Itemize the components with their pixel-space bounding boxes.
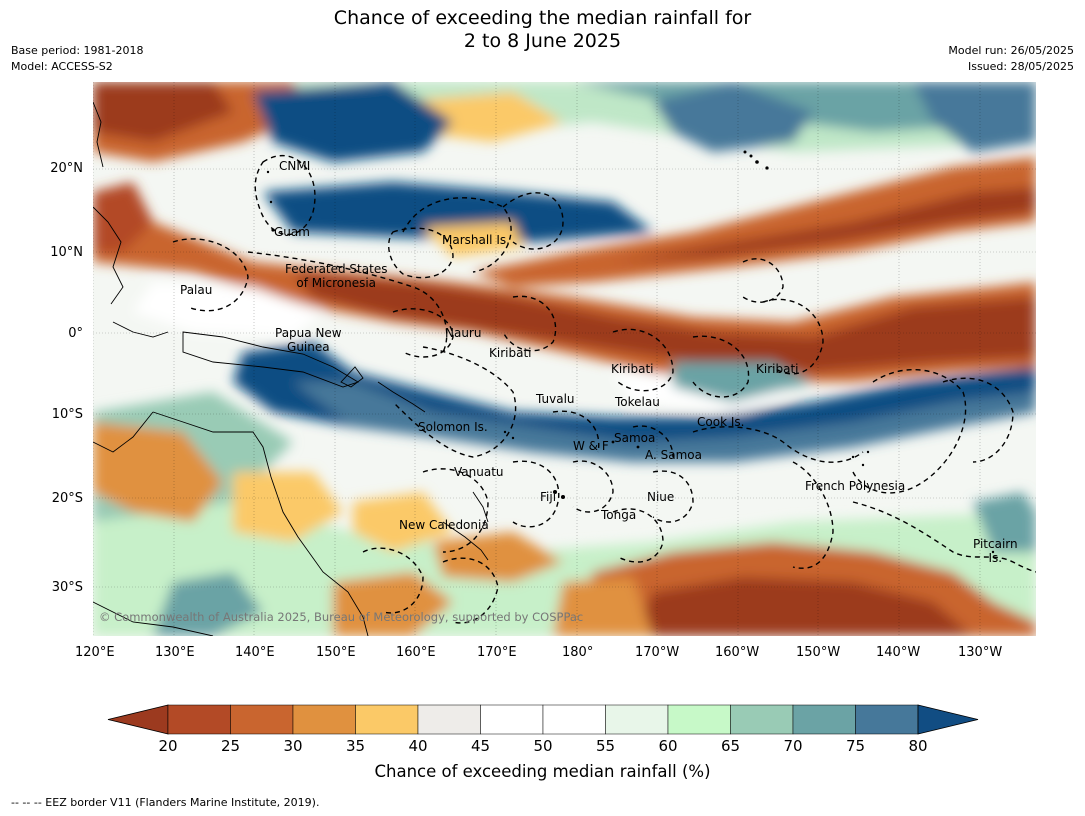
colorbar-tick-label: 20 [158, 737, 178, 755]
lat-tick-10s: 10°S [51, 407, 83, 422]
label-png: Papua New Guinea [275, 326, 342, 354]
colorbar-tick-label: 35 [345, 737, 366, 755]
lon-tick-160w: 160°W [715, 645, 760, 660]
rainfall-field [93, 82, 1036, 636]
coastlines [93, 101, 489, 636]
colorbar-tick-label: 65 [720, 737, 741, 755]
map-title-line2: 2 to 8 June 2025 [463, 30, 622, 52]
colorbar-segment [542, 704, 606, 735]
lon-tick-150w: 150°W [796, 645, 841, 660]
label-micronesia: Federated States of Micronesia [285, 262, 388, 290]
label-kiribati-west: Kiribati [489, 346, 532, 360]
colorbar-tick-label: 30 [283, 737, 303, 755]
colorbar-tick-label: 50 [533, 737, 553, 755]
colorbar-tick-label: 60 [658, 737, 678, 755]
label-kiribati-central: Kiribati [611, 362, 654, 376]
lat-tick-30s: 30°S [51, 580, 83, 595]
lon-tick-130w: 130°W [958, 645, 1003, 660]
lon-tick-130e: 130°E [155, 645, 195, 660]
colorbar-tick-label: 75 [845, 737, 866, 755]
eez-borders [172, 155, 1036, 624]
colorbar-title: Chance of exceeding median rainfall (%) [374, 762, 711, 781]
model-name: Model: ACCESS-S2 [11, 60, 113, 73]
label-palau: Palau [180, 283, 213, 297]
colorbar [107, 704, 979, 735]
copyright-notice: © Commonwealth of Australia 2025, Bureau… [99, 610, 584, 624]
colorbar-segment [855, 704, 919, 735]
lon-tick-140e: 140°E [235, 645, 275, 660]
colorbar-segment [292, 704, 356, 735]
lat-tick-10n: 10°N [50, 245, 83, 260]
label-new-caledonia: New Caledonia [399, 518, 489, 532]
colorbar-extend-low [107, 704, 169, 735]
rainfall-probability-map: CNMI Guam Marshall Is. Federated States … [93, 82, 1036, 636]
lon-tick-170w: 170°W [635, 645, 680, 660]
lon-tick-160e: 160°E [396, 645, 436, 660]
lon-tick-120e: 120°E [75, 645, 115, 660]
lat-tick-20n: 20°N [50, 161, 83, 176]
lon-tick-140w: 140°W [876, 645, 921, 660]
colorbar-segment [417, 704, 481, 735]
label-pitcairn-is: Pitcairn Is. [973, 537, 1018, 565]
colorbar-segment [230, 704, 294, 735]
base-period: Base period: 1981-2018 [11, 44, 144, 57]
map-title-line1: Chance of exceeding the median rainfall … [333, 7, 752, 29]
lon-tick-170e: 170°E [477, 645, 517, 660]
map-canvas [93, 82, 1036, 636]
eez-legend-footer: -- -- -- EEZ border V11 (Flanders Marine… [11, 796, 320, 809]
colorbar-segment [667, 704, 731, 735]
colorbar-segment [480, 704, 544, 735]
label-fiji: Fiji [540, 490, 557, 504]
model-run: Model run: 26/05/2025 [948, 44, 1074, 57]
colorbar-tick-label: 55 [595, 737, 616, 755]
label-marshall-is: Marshall Is. [442, 233, 510, 247]
colorbar-segment [730, 704, 794, 735]
label-guam: Guam [274, 225, 310, 239]
label-samoa: Samoa [614, 431, 656, 445]
colorbar-tick-label: 40 [408, 737, 428, 755]
label-niue: Niue [647, 490, 675, 504]
label-kiribati-east: Kiribati [756, 362, 799, 376]
colorbar-tick-label: 45 [470, 737, 491, 755]
label-french-polynesia: French Polynesia [805, 479, 906, 493]
label-tuvalu: Tuvalu [536, 392, 575, 406]
colorbar-segment [605, 704, 669, 735]
label-tokelau: Tokelau [615, 395, 660, 409]
colorbar-tick-label: 80 [908, 737, 928, 755]
label-solomon-is: Solomon Is. [418, 420, 488, 434]
colorbar-segment [792, 704, 856, 735]
colorbar-tick-label: 70 [783, 737, 803, 755]
lat-tick-0: 0° [68, 326, 83, 341]
label-wallis-futuna: W & F [573, 439, 609, 453]
label-cook-is: Cook Is. [697, 415, 745, 429]
label-cnmi: CNMI [279, 159, 311, 173]
label-vanuatu: Vanuatu [454, 465, 504, 479]
label-american-samoa: A. Samoa [645, 448, 702, 462]
label-nauru: Nauru [445, 326, 482, 340]
lon-tick-180: 180° [562, 645, 594, 660]
colorbar-segment [355, 704, 419, 735]
colorbar-segments [107, 704, 979, 735]
colorbar-segment [167, 704, 231, 735]
lon-tick-150e: 150°E [316, 645, 356, 660]
lat-tick-20s: 20°S [51, 491, 83, 506]
colorbar-tick-label: 25 [220, 737, 241, 755]
issued-date: Issued: 28/05/2025 [967, 60, 1074, 73]
colorbar-extend-high [917, 704, 979, 735]
label-tonga: Tonga [601, 508, 637, 522]
